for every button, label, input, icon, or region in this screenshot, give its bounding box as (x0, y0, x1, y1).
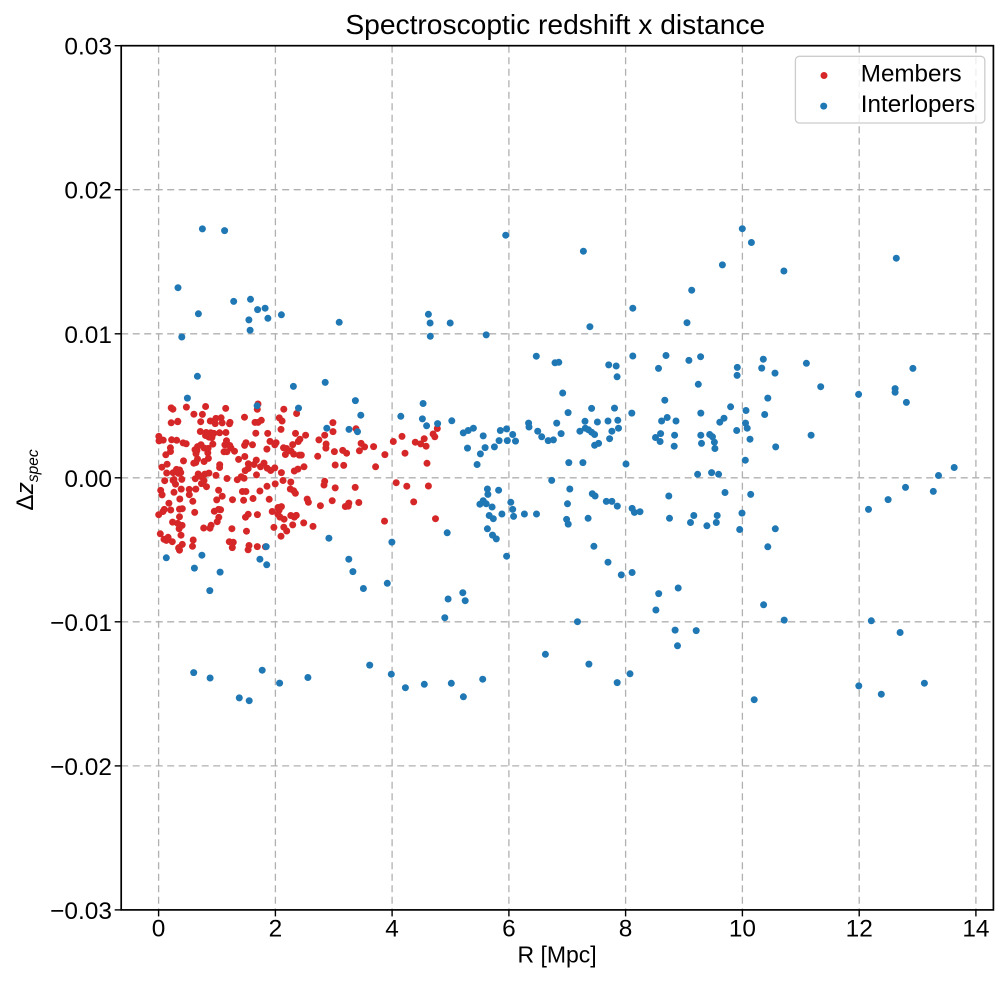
svg-text:Spectroscoptic redshift x dist: Spectroscoptic redshift x distance (345, 8, 765, 40)
svg-text:Members: Members (861, 61, 962, 88)
svg-text:−0.02: −0.02 (50, 754, 112, 781)
svg-text:R [Mpc]: R [Mpc] (517, 941, 596, 967)
svg-text:12: 12 (846, 916, 873, 943)
svg-text:8: 8 (619, 916, 633, 943)
svg-text:−0.03: −0.03 (50, 898, 112, 925)
svg-text:0.00: 0.00 (64, 466, 111, 493)
svg-text:−0.01: −0.01 (50, 610, 112, 637)
svg-text:6: 6 (502, 916, 516, 943)
svg-text:0: 0 (152, 916, 166, 943)
svg-text:14: 14 (962, 916, 989, 943)
svg-text:2: 2 (269, 916, 283, 943)
svg-text:0.02: 0.02 (64, 178, 111, 205)
svg-text:Interlopers: Interlopers (861, 91, 975, 118)
svg-text:0.03: 0.03 (64, 34, 111, 61)
svg-text:10: 10 (729, 916, 756, 943)
svg-text:4: 4 (385, 916, 399, 943)
svg-text:0.01: 0.01 (64, 322, 111, 349)
